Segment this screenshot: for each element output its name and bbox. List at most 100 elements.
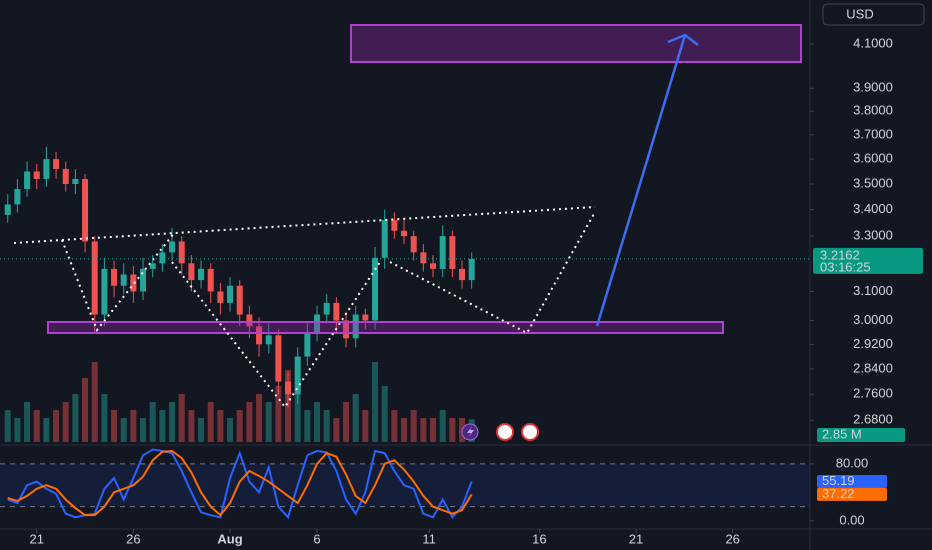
x-tick-label: 26 [126, 531, 140, 546]
last-price-label: 3.2162 [820, 247, 860, 262]
y-tick-label: 4.1000 [853, 35, 893, 50]
value-box [817, 475, 887, 489]
x-tick-label: 21 [29, 531, 43, 546]
arrow-head [667, 33, 699, 46]
y-tick-label: 3.3000 [853, 228, 893, 243]
candle-body [101, 268, 108, 315]
candle-body [410, 236, 417, 253]
volume-bar [294, 394, 301, 442]
candle-body [401, 230, 408, 237]
event-icon[interactable] [496, 423, 514, 441]
candle-body [178, 241, 185, 264]
volume-bar [82, 378, 89, 442]
candle-body [169, 241, 176, 253]
candle-body [33, 171, 40, 179]
volume-box [817, 428, 905, 442]
candle-body [159, 252, 166, 264]
candle-body [430, 263, 437, 269]
candle-body [449, 236, 456, 269]
value-box [817, 487, 887, 501]
y-tick-label: 2.9200 [853, 336, 893, 351]
candle-body [4, 204, 11, 215]
x-tick-label: 11 [422, 531, 436, 546]
volume-bar [188, 410, 195, 442]
y-tick-label: 3.0000 [853, 312, 893, 327]
x-tick-label: 16 [532, 531, 546, 546]
candle-body [62, 168, 69, 185]
candle-body [343, 320, 350, 339]
x-tick-label: 26 [725, 531, 739, 546]
candle-body [72, 178, 79, 185]
volume-bar [333, 418, 340, 442]
y-tick-label: 0.00 [839, 512, 864, 527]
volume-bar [217, 410, 224, 442]
candle-body [372, 257, 379, 321]
volume-bar [372, 362, 379, 442]
event-icon[interactable] [521, 423, 539, 441]
volume-bar [343, 402, 350, 442]
candle-body [468, 258, 475, 281]
currency-label: USD [846, 6, 873, 21]
volume-bar [159, 410, 166, 442]
candle-body [91, 241, 98, 315]
candle-body [227, 285, 234, 303]
head [171, 261, 381, 409]
volume-bar [62, 402, 69, 442]
volume-bar [381, 386, 388, 442]
left-shoulder [61, 231, 176, 332]
volume-bar [24, 402, 31, 442]
volume-bar [111, 410, 118, 442]
volume-bar [178, 394, 185, 442]
candle-body [333, 302, 340, 321]
neckline [13, 206, 596, 244]
candle-body [246, 314, 253, 327]
candle-body [323, 302, 330, 315]
volume-bar [420, 418, 427, 442]
candle-body [217, 291, 224, 303]
candle-body [265, 335, 272, 345]
candle-body [236, 285, 243, 315]
volume-bar [33, 410, 40, 442]
volume-bar [362, 410, 369, 442]
volume-bar [304, 410, 311, 442]
y-tick-label: 3.4000 [853, 201, 893, 216]
y-tick-label: 80.00 [836, 455, 869, 470]
volume-bar [439, 410, 446, 442]
volume-bar [410, 410, 417, 442]
volume-bar [323, 410, 330, 442]
candle-body [53, 159, 60, 169]
volume-bar [256, 394, 263, 442]
volume-bar [401, 418, 408, 442]
value-label: 37.22 [822, 486, 855, 501]
support-zone [47, 321, 724, 334]
stoch-line [7, 449, 473, 517]
currency-button[interactable] [822, 3, 925, 26]
volume-bar [391, 410, 398, 442]
volume-bar [14, 418, 21, 442]
candle-body [198, 268, 205, 281]
target-zone [350, 24, 802, 63]
x-tick-label: 6 [313, 531, 320, 546]
candle-body [207, 268, 214, 292]
value-label: 55.19 [822, 473, 855, 488]
y-tick-label: 2.8400 [853, 360, 893, 375]
volume-bar [275, 386, 282, 442]
candle-body [43, 159, 50, 179]
volume-bar [449, 418, 456, 442]
candle-body [294, 356, 301, 395]
candle-body [111, 268, 118, 286]
y-tick-label: 3.7000 [853, 126, 893, 141]
candle-body [24, 171, 31, 190]
volume-bar [352, 394, 359, 442]
volume-bar [227, 418, 234, 442]
y-tick-label: 3.5000 [853, 175, 893, 190]
y-tick-label: 3.1000 [853, 283, 893, 298]
candle-body [149, 263, 156, 269]
volume-bar [101, 394, 108, 442]
volume-bar [130, 410, 137, 442]
volume-bar [53, 410, 60, 442]
candle-body [420, 252, 427, 264]
drawings [13, 24, 802, 441]
volume-bar [198, 418, 205, 442]
